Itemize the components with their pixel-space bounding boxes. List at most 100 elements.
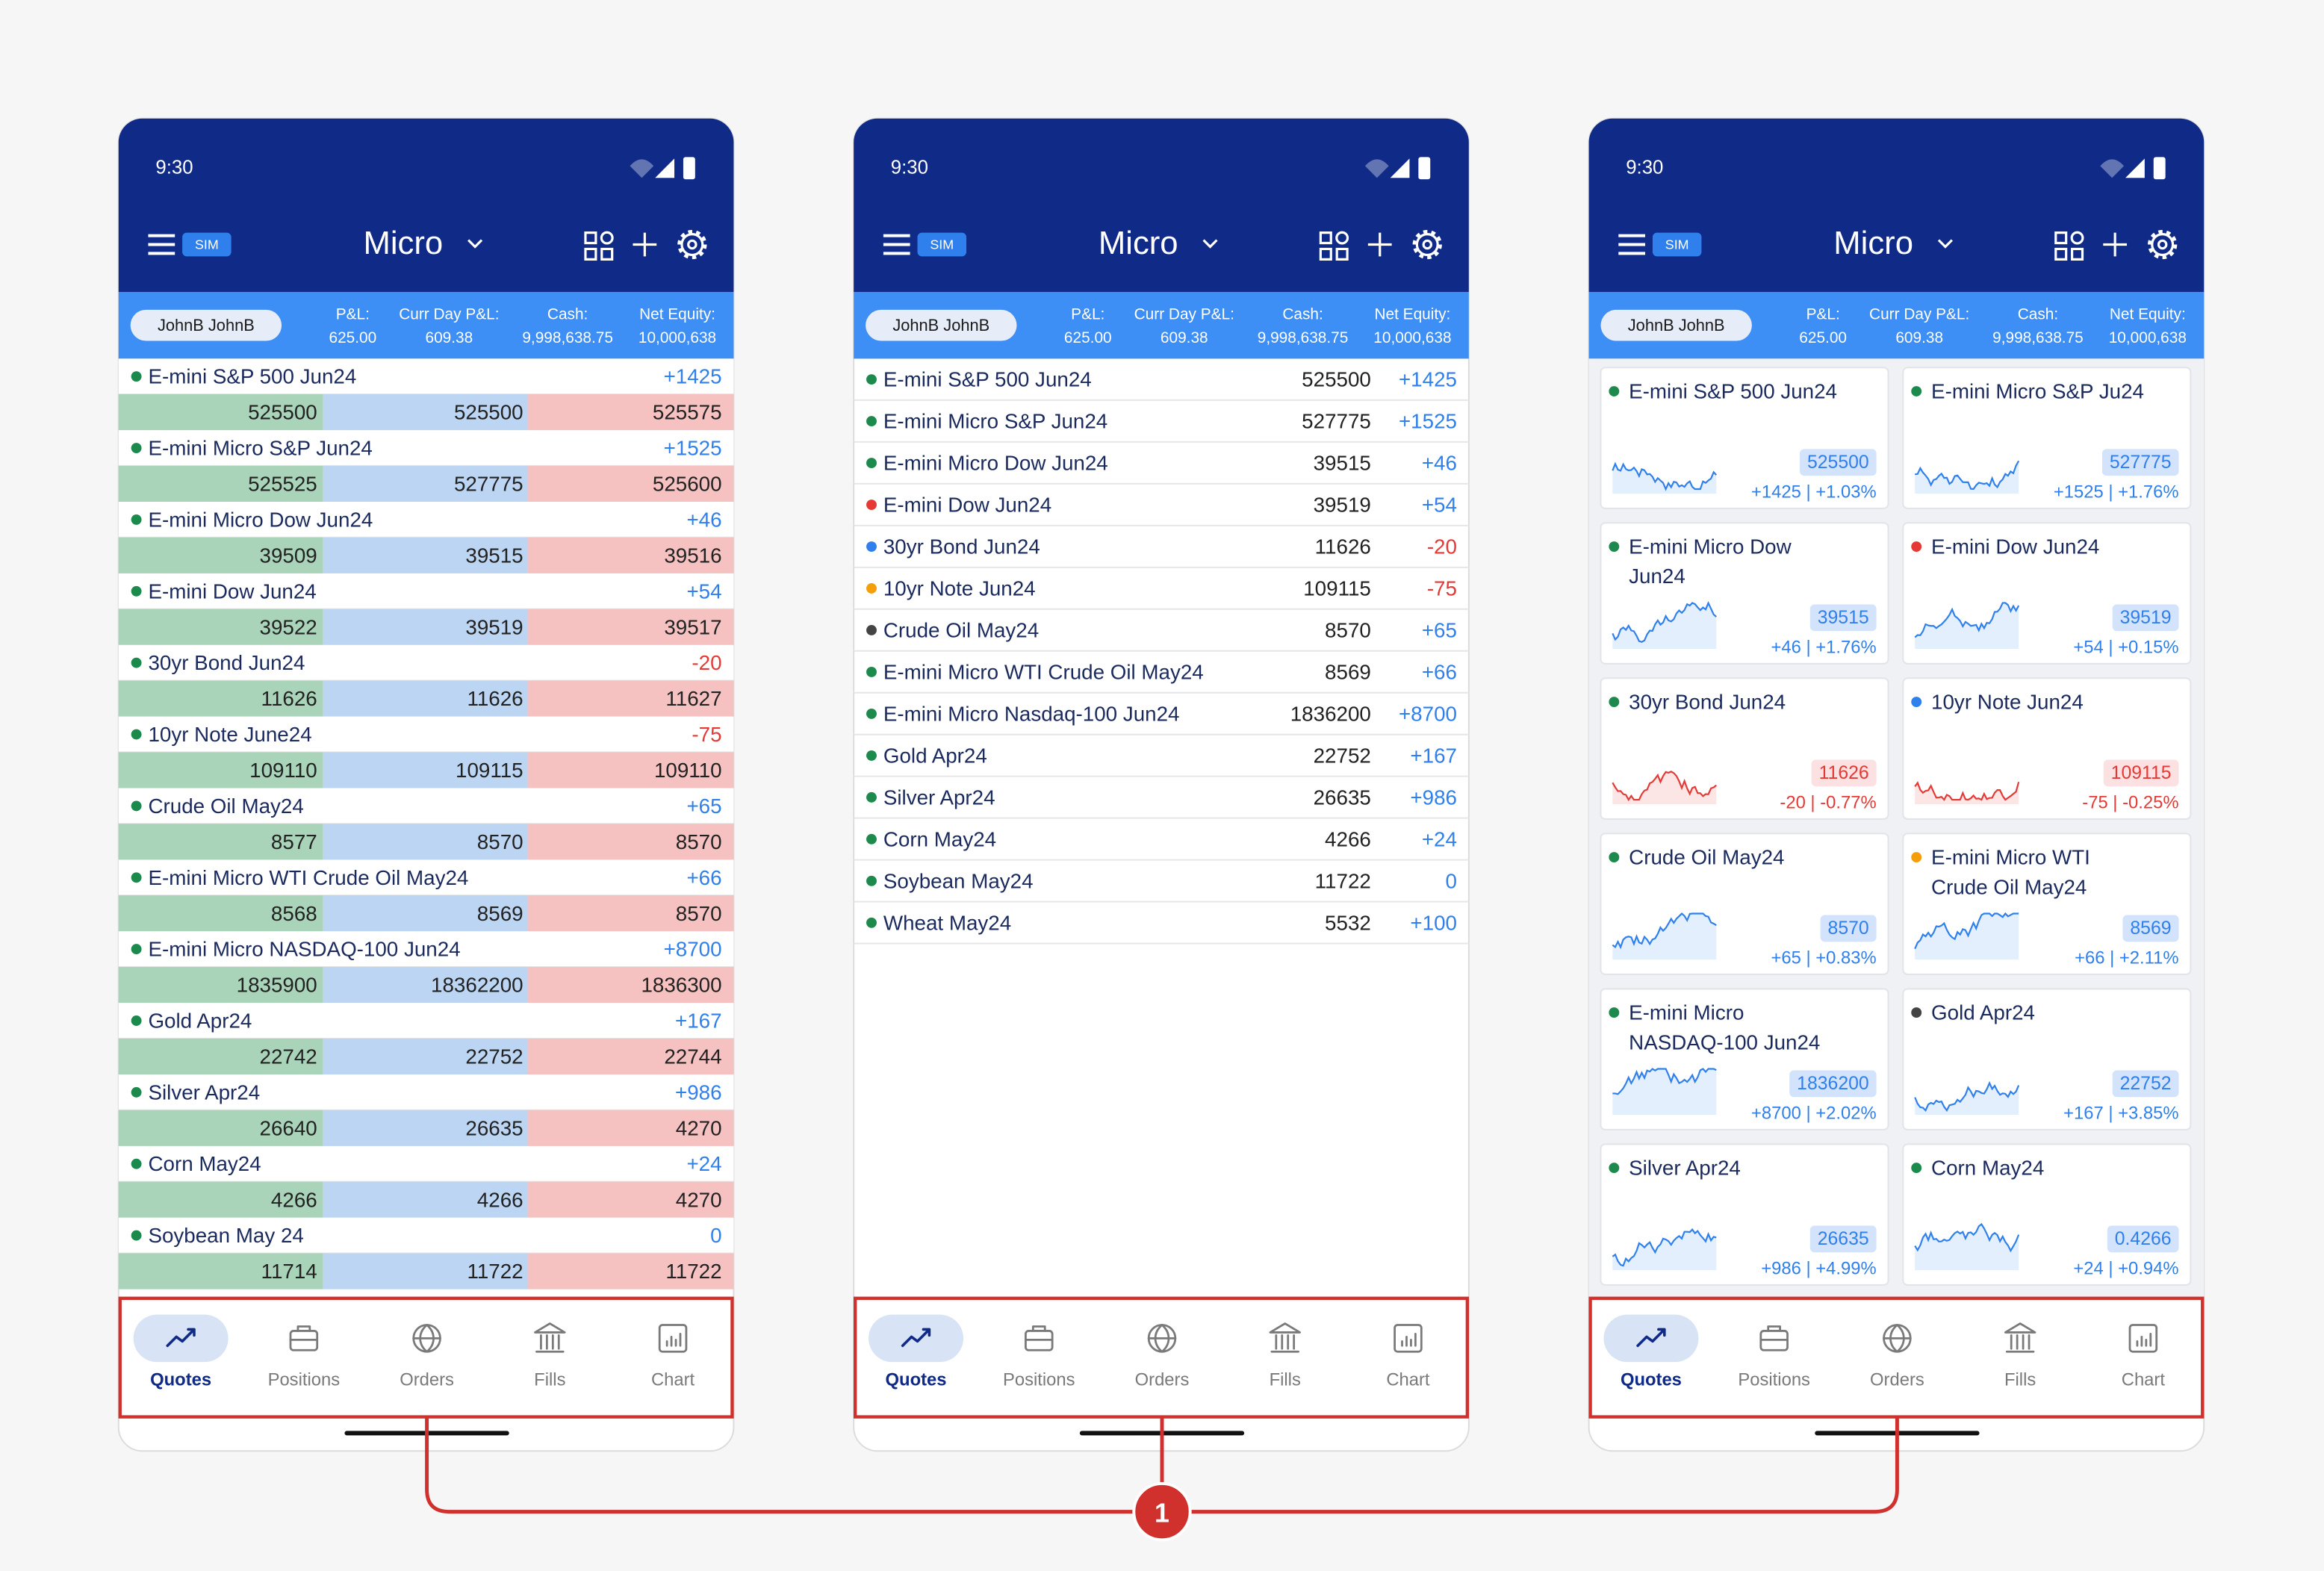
- nav-label[interactable]: Fills: [534, 1369, 565, 1390]
- sparkline-area: [1612, 913, 1717, 960]
- menu-button[interactable]: [1618, 234, 1646, 255]
- last-price: 109115: [1303, 577, 1371, 600]
- settings-button[interactable]: [1415, 233, 1439, 256]
- status-dot: [131, 1015, 142, 1026]
- settings-hub: [1422, 239, 1433, 250]
- phone: 9:30 SIM Micro JohnB JohnB P&L: 625.00 Curr Da…: [853, 117, 1470, 1452]
- row-header: [118, 931, 734, 967]
- last-price: 39515: [1314, 452, 1371, 475]
- instrument-name: E-mini S&P 500 Jun24: [148, 365, 356, 388]
- status-dot: [131, 729, 142, 740]
- price-badge: [2122, 915, 2179, 942]
- account-pill[interactable]: [866, 309, 1017, 341]
- last-price: 11722: [1315, 869, 1371, 892]
- dropdown-chevron[interactable]: [1202, 239, 1218, 249]
- status-dot: [131, 371, 142, 382]
- instrument-name: Gold Apr24: [1931, 1001, 2035, 1024]
- ask-cell: [527, 824, 734, 860]
- status-dot: [1911, 541, 1922, 552]
- instrument-name: 10yr Note Jun24: [1931, 691, 2084, 714]
- nav-label[interactable]: Orders: [1870, 1369, 1924, 1390]
- nav-label[interactable]: Positions: [1738, 1369, 1810, 1390]
- ask-cell: [527, 1253, 734, 1290]
- nav-label[interactable]: Quotes: [150, 1369, 211, 1390]
- bid-price: 8568: [271, 902, 317, 925]
- account-name: JohnB JohnB: [892, 316, 989, 335]
- last-price: 525500: [1302, 368, 1371, 391]
- row-header: [118, 430, 734, 466]
- icon-orders: [412, 1324, 441, 1353]
- nav-label[interactable]: Chart: [651, 1369, 695, 1390]
- status-dot: [866, 583, 877, 594]
- account-pill[interactable]: [130, 309, 282, 341]
- stat-label: Net Equity:: [639, 305, 715, 323]
- workspace-title[interactable]: Micro: [1833, 225, 1913, 261]
- workspace-title[interactable]: Micro: [1099, 225, 1178, 261]
- workspace-title[interactable]: Micro: [363, 225, 443, 261]
- stat-label: Curr Day P&L:: [1869, 305, 1969, 323]
- instrument-name: E-mini Micro S&P Jun24: [883, 410, 1107, 433]
- sparkline: [1914, 781, 2020, 801]
- row-header: [118, 788, 734, 824]
- layout-button[interactable]: [584, 231, 614, 261]
- settings-button[interactable]: [680, 233, 704, 256]
- sparkline-area: [1612, 1229, 1717, 1271]
- sparkline: [1914, 912, 2019, 950]
- stat-value: 609.38: [1161, 329, 1208, 346]
- sim-badge: [182, 232, 232, 257]
- nav-bar: [854, 1298, 1469, 1417]
- nav-label[interactable]: Fills: [2004, 1369, 2036, 1390]
- instrument-name: 30yr Bond Jun24: [1629, 691, 1786, 714]
- last-price: 26635: [465, 1116, 523, 1139]
- dropdown-chevron[interactable]: [467, 239, 483, 249]
- price-badge: [2107, 1225, 2179, 1253]
- add-button[interactable]: [2103, 232, 2128, 257]
- last-price: 8570: [1325, 618, 1371, 641]
- layout-button[interactable]: [1319, 231, 1349, 261]
- nav-label[interactable]: Chart: [1386, 1369, 1430, 1390]
- quote-card[interactable]: [1902, 833, 2192, 975]
- account-pill[interactable]: [1600, 309, 1752, 341]
- change: +46: [1422, 452, 1457, 475]
- change: +8700: [664, 938, 722, 961]
- layout-button[interactable]: [2054, 231, 2084, 261]
- quote-card[interactable]: [1600, 833, 1889, 975]
- instrument-name: E-mini Micro: [1629, 1001, 1744, 1024]
- nav-label[interactable]: Quotes: [1621, 1369, 1682, 1390]
- last-price: 527775: [1302, 410, 1371, 433]
- dropdown-chevron[interactable]: [1937, 239, 1953, 249]
- add-button[interactable]: [1367, 232, 1392, 257]
- nav-label[interactable]: Orders: [400, 1369, 454, 1390]
- nav-label[interactable]: Chart: [2122, 1369, 2166, 1390]
- price-badge: [2112, 604, 2179, 632]
- nav-label[interactable]: Positions: [1003, 1369, 1075, 1390]
- price: 8569: [2130, 918, 2171, 939]
- ask-cell: [527, 1110, 734, 1146]
- ask-cell: [527, 752, 734, 788]
- sparkline: [1612, 461, 1718, 491]
- menu-button[interactable]: [883, 234, 910, 255]
- change: +167 | +3.85%: [2063, 1104, 2178, 1124]
- price-badge: [2101, 449, 2179, 476]
- instrument-name: 10yr Note June24: [148, 723, 311, 746]
- last-cell: [323, 966, 528, 1004]
- sparkline: [1612, 912, 1717, 950]
- settings-button[interactable]: [2151, 233, 2175, 256]
- status-dot: [1911, 697, 1922, 707]
- menu-button[interactable]: [148, 234, 175, 255]
- bid-price: 26640: [260, 1116, 317, 1139]
- icon-orders: [1147, 1324, 1177, 1353]
- ask-price: 1836300: [641, 974, 721, 997]
- add-button[interactable]: [633, 232, 657, 257]
- last-price: 1836200: [1290, 702, 1371, 725]
- nav-label[interactable]: Fills: [1270, 1369, 1301, 1390]
- nav-label[interactable]: Orders: [1135, 1369, 1190, 1390]
- stat-label: Curr Day P&L:: [1134, 305, 1234, 323]
- stat-label: Cash:: [1282, 305, 1323, 323]
- instrument-name: E-mini Micro Dow Jun24: [148, 508, 373, 531]
- row-header: [118, 716, 734, 753]
- nav-label[interactable]: Positions: [268, 1369, 341, 1390]
- nav-label[interactable]: Quotes: [886, 1369, 947, 1390]
- instrument-name: Crude Oil May24: [1931, 875, 2087, 898]
- status-dot: [866, 416, 877, 427]
